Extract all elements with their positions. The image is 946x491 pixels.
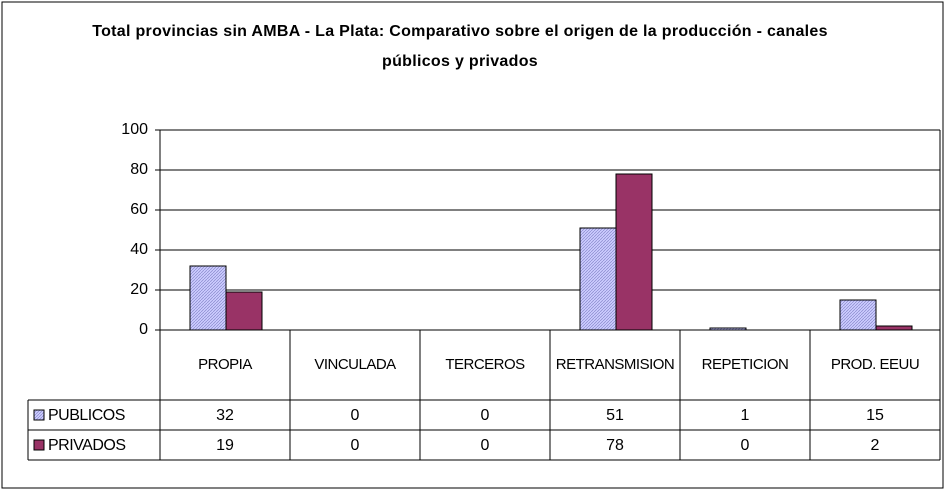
y-tick-label: 100 — [121, 121, 148, 138]
x-tick-label: PROPIA — [198, 356, 252, 374]
data-label: 0 — [481, 437, 490, 454]
x-tick-label-box: PROPIA — [198, 356, 252, 374]
bar — [875, 325, 913, 331]
data-label: 0 — [351, 407, 360, 424]
x-tick-label: TERCEROS — [445, 356, 525, 374]
x-tick-label: VINCULADA — [314, 356, 396, 374]
y-tick-label: 40 — [130, 241, 148, 258]
data-label: 51 — [606, 407, 624, 424]
legend-label: PRIVADOS — [48, 437, 126, 454]
x-tick-label-box: REPETICION — [701, 356, 789, 374]
bar — [615, 173, 653, 331]
legend-swatch — [33, 439, 45, 451]
data-label: 1 — [741, 407, 750, 424]
data-label: 32 — [216, 407, 234, 424]
y-tick-label: 80 — [130, 161, 148, 178]
x-tick-label: RETRANSMISION — [555, 356, 675, 374]
bar — [225, 291, 263, 331]
y-tick-label: 0 — [139, 321, 148, 338]
bar — [839, 299, 877, 331]
data-label: 15 — [866, 407, 884, 424]
x-tick-label-box: RETRANSMISION — [555, 356, 675, 374]
y-tick-label: 20 — [130, 281, 148, 298]
x-tick-label-box: VINCULADA — [314, 356, 396, 374]
legend-swatch — [33, 409, 45, 421]
data-label: 2 — [871, 437, 880, 454]
x-tick-label: REPETICION — [701, 356, 789, 374]
bar — [579, 227, 617, 331]
data-label: 78 — [606, 437, 624, 454]
data-label: 0 — [351, 437, 360, 454]
y-tick-label: 60 — [130, 201, 148, 218]
x-tick-label: PROD. EEUU — [830, 356, 920, 374]
x-tick-label-box: PROD. EEUU — [830, 356, 920, 374]
data-label: 0 — [481, 407, 490, 424]
chart-title: Total provincias sin AMBA - La Plata: Co… — [92, 23, 828, 70]
legend-label: PUBLICOS — [48, 407, 125, 424]
title-box: Total provincias sin AMBA - La Plata: Co… — [92, 23, 828, 70]
data-label: 19 — [216, 437, 234, 454]
data-label: 0 — [741, 437, 750, 454]
bar — [189, 265, 227, 331]
bar — [709, 327, 747, 331]
x-tick-label-box: TERCEROS — [445, 356, 525, 374]
